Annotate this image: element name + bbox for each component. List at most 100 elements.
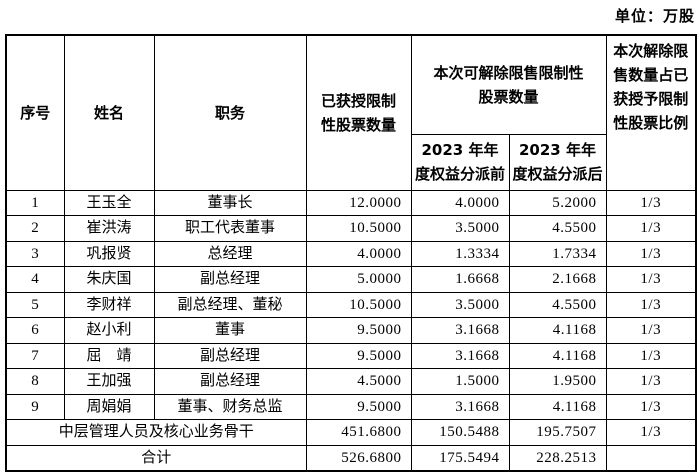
header-col-name: 姓名 xyxy=(63,34,155,191)
restricted-stock-release-table: 序号 姓名 职务 已获授限制性股票数量 本次可解除限售限制性股票数量 本次解除限… xyxy=(5,34,697,472)
cell-position: 副总经理 xyxy=(153,266,307,293)
header-col-after-text: 2023 年年度权益分派后 xyxy=(512,141,603,184)
cell-ratio: 1/3 xyxy=(605,266,697,293)
total-label: 合计 xyxy=(5,444,307,472)
cell-name: 崔洪涛 xyxy=(63,215,155,242)
cell-no: 8 xyxy=(5,368,65,395)
cell-after: 4.1168 xyxy=(508,342,607,370)
cell-no: 3 xyxy=(5,240,65,268)
header-col-releasable-group-text: 本次可解除限售限制性股票数量 xyxy=(433,63,584,106)
cell-position: 副总经理 xyxy=(153,368,307,395)
cell-no: 5 xyxy=(5,291,65,319)
cell-before: 3.5000 xyxy=(410,291,510,319)
cell-no: 9 xyxy=(5,393,65,421)
cell-granted: 4.0000 xyxy=(305,240,412,268)
cell-no: 1 xyxy=(5,189,65,217)
cell-granted: 12.0000 xyxy=(305,189,412,217)
cell-ratio: 1/3 xyxy=(605,342,697,370)
table-row: 6 赵小利 董事 9.5000 3.1668 4.1168 1/3 xyxy=(5,317,697,344)
cell-ratio: 1/3 xyxy=(605,215,697,242)
cell-before: 3.1668 xyxy=(410,342,510,370)
cell-no: 2 xyxy=(5,215,65,242)
table-row: 8 王加强 副总经理 4.5000 1.5000 1.9500 1/3 xyxy=(5,368,697,395)
table-row: 2 崔洪涛 职工代表董事 10.5000 3.5000 4.5500 1/3 xyxy=(5,215,697,242)
cell-before: 1.5000 xyxy=(410,368,510,395)
cell-name: 王加强 xyxy=(63,368,155,395)
cell-name: 朱庆国 xyxy=(63,266,155,293)
cell-position: 副总经理、董秘 xyxy=(153,291,307,319)
header-col-ratio-text: 本次解除限售数量占已获授予限制性股票比例 xyxy=(613,42,689,132)
cell-ratio: 1/3 xyxy=(605,291,697,319)
table-row: 5 李财祥 副总经理、董秘 10.5000 3.5000 4.5500 1/3 xyxy=(5,291,697,319)
summary-granted: 451.6800 xyxy=(305,419,412,446)
cell-after: 4.5500 xyxy=(508,291,607,319)
cell-before: 1.3334 xyxy=(410,240,510,268)
cell-granted: 9.5000 xyxy=(305,342,412,370)
total-before: 175.5494 xyxy=(410,444,510,472)
header-col-releasable-group: 本次可解除限售限制性股票数量 xyxy=(410,34,607,135)
cell-before: 3.1668 xyxy=(410,317,510,344)
cell-position: 职工代表董事 xyxy=(153,215,307,242)
header-col-position: 职务 xyxy=(153,34,307,191)
cell-before: 3.1668 xyxy=(410,393,510,421)
cell-after: 4.1168 xyxy=(508,393,607,421)
summary-row-total: 合计 526.6800 175.5494 228.2513 xyxy=(5,444,697,472)
cell-name: 赵小利 xyxy=(63,317,155,344)
cell-granted: 10.5000 xyxy=(305,215,412,242)
table-row: 9 周娟娟 董事、财务总监 9.5000 3.1668 4.1168 1/3 xyxy=(5,393,697,421)
header-col-before: 2023 年年度权益分派前 xyxy=(410,133,510,191)
cell-no: 4 xyxy=(5,266,65,293)
header-col-ratio: 本次解除限售数量占已获授予限制性股票比例 xyxy=(605,34,697,191)
header-row-sub: 2023 年年度权益分派前 2023 年年度权益分派后 xyxy=(6,133,696,191)
cell-before: 4.0000 xyxy=(410,189,510,217)
cell-after: 2.1668 xyxy=(508,266,607,293)
cell-after: 4.1168 xyxy=(508,317,607,344)
table-row: 3 巩报贤 总经理 4.0000 1.3334 1.7334 1/3 xyxy=(5,240,697,268)
cell-position: 董事长 xyxy=(153,189,307,217)
header-col-after: 2023 年年度权益分派后 xyxy=(508,133,607,191)
cell-position: 总经理 xyxy=(153,240,307,268)
cell-ratio: 1/3 xyxy=(605,240,697,268)
summary-row-middle-managers: 中层管理人员及核心业务骨干 451.6800 150.5488 195.7507… xyxy=(5,419,697,446)
cell-granted: 9.5000 xyxy=(305,393,412,421)
header-col-before-text: 2023 年年度权益分派前 xyxy=(415,141,506,184)
cell-name: 周娟娟 xyxy=(63,393,155,421)
summary-label: 中层管理人员及核心业务骨干 xyxy=(5,419,307,446)
cell-ratio: 1/3 xyxy=(605,317,697,344)
cell-position: 副总经理 xyxy=(153,342,307,370)
cell-granted: 5.0000 xyxy=(305,266,412,293)
cell-name: 屈 靖 xyxy=(63,342,155,370)
summary-ratio: 1/3 xyxy=(605,419,697,446)
cell-before: 3.5000 xyxy=(410,215,510,242)
cell-after: 5.2000 xyxy=(508,189,607,217)
table-row: 1 王玉全 董事长 12.0000 4.0000 5.2000 1/3 xyxy=(5,189,697,217)
cell-ratio: 1/3 xyxy=(605,393,697,421)
cell-no: 7 xyxy=(5,342,65,370)
cell-before: 1.6668 xyxy=(410,266,510,293)
cell-no: 6 xyxy=(5,317,65,344)
total-granted: 526.6800 xyxy=(305,444,412,472)
header-col-granted-text: 已获授限制性股票数量 xyxy=(320,91,396,134)
header-row-top: 序号 姓名 职务 已获授限制性股票数量 本次可解除限售限制性股票数量 本次解除限… xyxy=(5,34,697,191)
cell-name: 王玉全 xyxy=(63,189,155,217)
summary-before: 150.5488 xyxy=(410,419,510,446)
table-row: 4 朱庆国 副总经理 5.0000 1.6668 2.1668 1/3 xyxy=(5,266,697,293)
cell-granted: 9.5000 xyxy=(305,317,412,344)
cell-position: 董事 xyxy=(153,317,307,344)
cell-after: 1.9500 xyxy=(508,368,607,395)
summary-after: 195.7507 xyxy=(508,419,607,446)
header-col-granted: 已获授限制性股票数量 xyxy=(305,34,412,191)
cell-ratio: 1/3 xyxy=(605,368,697,395)
unit-label: 单位：万股 xyxy=(614,7,695,25)
cell-position: 董事、财务总监 xyxy=(153,393,307,421)
cell-name: 巩报贤 xyxy=(63,240,155,268)
cell-ratio: 1/3 xyxy=(605,189,697,217)
cell-granted: 4.5000 xyxy=(305,368,412,395)
header-col-no: 序号 xyxy=(5,34,65,191)
table-row: 7 屈 靖 副总经理 9.5000 3.1668 4.1168 1/3 xyxy=(5,342,697,370)
cell-after: 1.7334 xyxy=(508,240,607,268)
cell-after: 4.5500 xyxy=(508,215,607,242)
cell-granted: 10.5000 xyxy=(305,291,412,319)
total-ratio xyxy=(605,444,697,472)
cell-name: 李财祥 xyxy=(63,291,155,319)
